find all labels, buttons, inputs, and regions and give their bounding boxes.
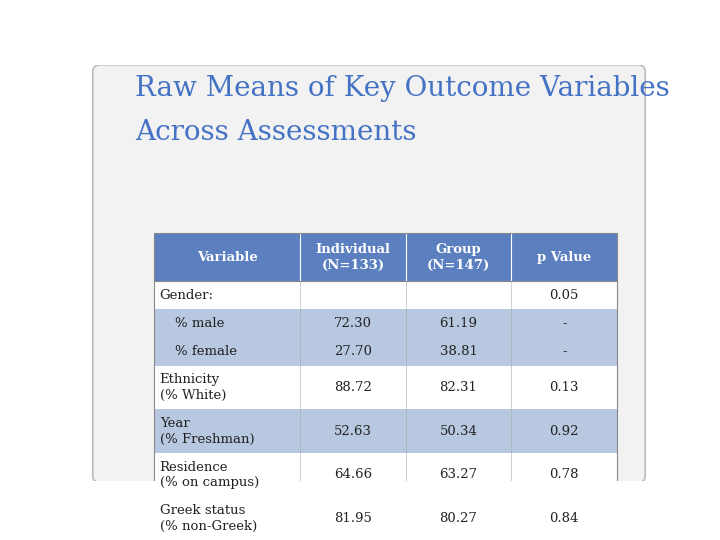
Text: Across Assessments: Across Assessments bbox=[135, 119, 416, 146]
Text: 0.78: 0.78 bbox=[549, 469, 579, 482]
Bar bbox=[154, 453, 617, 497]
Bar bbox=[154, 309, 617, 338]
Text: 38.81: 38.81 bbox=[439, 345, 477, 358]
Bar bbox=[154, 409, 617, 453]
Bar bbox=[154, 497, 617, 540]
Text: -: - bbox=[562, 345, 567, 358]
Text: Gender:: Gender: bbox=[160, 289, 214, 302]
Text: 81.95: 81.95 bbox=[334, 512, 372, 525]
Text: 72.30: 72.30 bbox=[334, 317, 372, 330]
Text: 88.72: 88.72 bbox=[334, 381, 372, 394]
Text: 0.84: 0.84 bbox=[549, 512, 579, 525]
Text: p Value: p Value bbox=[537, 251, 591, 264]
Text: Variable: Variable bbox=[197, 251, 258, 264]
FancyBboxPatch shape bbox=[93, 65, 645, 483]
Text: Individual
(N=133): Individual (N=133) bbox=[315, 242, 390, 272]
Text: Ethnicity
(% White): Ethnicity (% White) bbox=[160, 374, 226, 402]
Text: 27.70: 27.70 bbox=[334, 345, 372, 358]
Text: 50.34: 50.34 bbox=[439, 425, 477, 438]
Text: 0.13: 0.13 bbox=[549, 381, 579, 394]
Text: % male: % male bbox=[175, 317, 225, 330]
Text: 80.27: 80.27 bbox=[439, 512, 477, 525]
Text: 0.05: 0.05 bbox=[549, 289, 579, 302]
Bar bbox=[154, 338, 617, 366]
Bar bbox=[154, 233, 617, 281]
Text: 63.27: 63.27 bbox=[439, 469, 477, 482]
Text: 61.19: 61.19 bbox=[439, 317, 477, 330]
Bar bbox=[154, 281, 617, 309]
Text: Greek status
(% non-Greek): Greek status (% non-Greek) bbox=[160, 504, 257, 533]
Text: % female: % female bbox=[175, 345, 237, 358]
Text: Raw Means of Key Outcome Variables: Raw Means of Key Outcome Variables bbox=[135, 75, 670, 102]
Text: Group
(N=147): Group (N=147) bbox=[427, 242, 490, 272]
Text: 0.92: 0.92 bbox=[549, 425, 579, 438]
Text: Year
(% Freshman): Year (% Freshman) bbox=[160, 417, 254, 445]
Text: -: - bbox=[562, 317, 567, 330]
Text: Residence
(% on campus): Residence (% on campus) bbox=[160, 461, 259, 489]
Bar bbox=[154, 366, 617, 409]
Bar bbox=[154, 233, 617, 540]
Text: 52.63: 52.63 bbox=[334, 425, 372, 438]
Text: 82.31: 82.31 bbox=[439, 381, 477, 394]
Text: 64.66: 64.66 bbox=[334, 469, 372, 482]
